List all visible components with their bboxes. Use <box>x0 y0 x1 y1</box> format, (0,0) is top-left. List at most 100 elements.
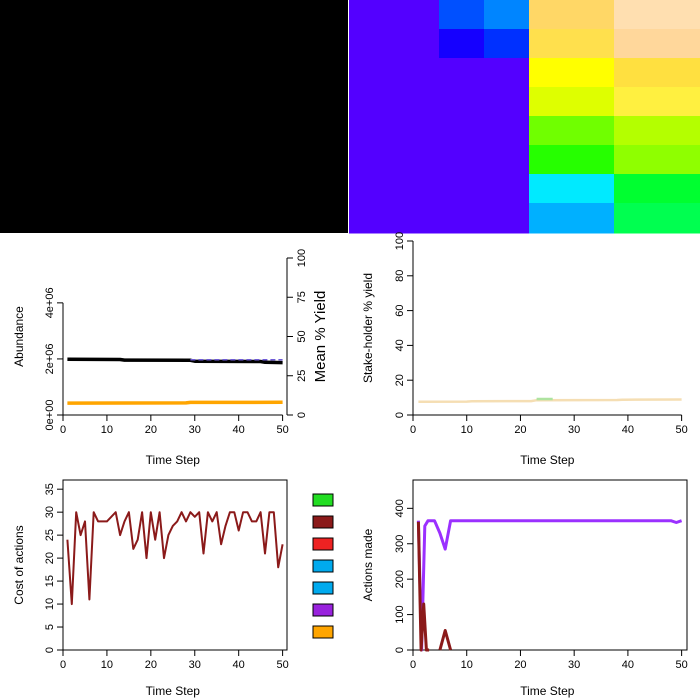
x-tick-label: 50 <box>676 659 688 671</box>
y-tick-label: 30 <box>44 506 56 518</box>
x-tick-label: 0 <box>60 424 66 436</box>
series-line-1 <box>416 521 430 652</box>
x-tick-label: 10 <box>461 424 473 436</box>
series-line-2 <box>67 400 283 405</box>
x-tick-label: 10 <box>101 659 113 671</box>
heatmap-cell <box>614 116 700 146</box>
heatmap-cell <box>394 174 440 204</box>
y-tick-label: 5 <box>44 624 56 630</box>
y-tick-label: 200 <box>394 570 406 588</box>
heatmap-cell <box>439 58 485 88</box>
x-tick-label: 20 <box>514 424 526 436</box>
x-tick-label: 0 <box>60 659 66 671</box>
x-tick-label: 0 <box>410 424 416 436</box>
x-axis-label: Time Step <box>146 684 201 698</box>
x-tick-label: 40 <box>233 424 245 436</box>
legend-swatch-0 <box>312 493 334 507</box>
y-tick-label: 0e+00 <box>44 400 56 431</box>
y-tick-label: 60 <box>394 304 406 316</box>
x-tick-label: 30 <box>568 424 580 436</box>
x-tick-label: 30 <box>189 424 201 436</box>
heatmap-cell <box>484 145 530 175</box>
x-tick-label: 50 <box>276 659 288 671</box>
y-tick-label: 300 <box>394 535 406 553</box>
x-tick-label: 20 <box>145 659 157 671</box>
y-axis-label: Actions made <box>361 528 375 601</box>
heatmap-cell <box>394 145 440 175</box>
heatmap-cell <box>394 29 440 59</box>
heatmap-cell <box>614 203 700 234</box>
y-tick-label: 80 <box>394 270 406 282</box>
x-tick-label: 10 <box>461 659 473 671</box>
heatmap-cell <box>484 174 530 204</box>
heatmap-cell <box>484 0 530 30</box>
heatmap-cell <box>484 87 530 117</box>
heatmap-cell <box>614 58 700 88</box>
heatmap-cell <box>614 0 700 30</box>
x-tick-label: 10 <box>101 424 113 436</box>
heatmap-cell <box>484 203 530 234</box>
x-tick-label: 30 <box>189 659 201 671</box>
legend-swatch-4 <box>312 581 334 595</box>
heatmap-cell <box>529 29 615 59</box>
x-tick-label: 0 <box>410 659 416 671</box>
y2-tick-label: 75 <box>296 291 308 303</box>
y-axis-label: Abundance <box>12 306 26 367</box>
plot-frame <box>412 479 688 651</box>
heatmap-cell <box>439 29 485 59</box>
heatmap-cell <box>484 116 530 146</box>
heatmap-cell <box>394 116 440 146</box>
y-tick-label: 4e+06 <box>44 287 56 318</box>
heatmap-cell <box>349 58 395 88</box>
x-axis-label: Time Step <box>146 453 201 467</box>
legend-swatch-1 <box>312 515 334 529</box>
plot-frame <box>62 479 288 651</box>
y-tick-label: 0 <box>394 647 406 653</box>
y-tick-label: 2e+06 <box>44 343 56 374</box>
heatmap-cell <box>529 58 615 88</box>
legend-swatch-2 <box>312 537 334 551</box>
x-tick-label: 30 <box>568 659 580 671</box>
legend-swatch-3 <box>312 559 334 573</box>
y-tick-label: 40 <box>394 339 406 351</box>
heatmap-cell <box>614 87 700 117</box>
x-tick-label: 50 <box>676 424 688 436</box>
heatmap-cell <box>394 87 440 117</box>
heatmap-cell <box>484 58 530 88</box>
legend-swatch-5 <box>312 603 334 617</box>
y-axis-label: Stake-holder % yield <box>361 273 375 383</box>
y-tick-label: 25 <box>44 529 56 541</box>
heatmap-cell <box>439 203 485 234</box>
heatmap-cell <box>349 116 395 146</box>
y2-axis-label: Mean % Yield <box>312 291 329 383</box>
heatmap-cell <box>529 87 615 117</box>
heatmap-cell <box>349 145 395 175</box>
series-line-0 <box>66 511 284 606</box>
heatmap-cell <box>349 87 395 117</box>
series-line-0 <box>418 398 682 404</box>
heatmap-cell <box>439 145 485 175</box>
heatmap-cell <box>439 174 485 204</box>
y-tick-label: 0 <box>44 647 56 653</box>
y-tick-label: 0 <box>394 412 406 418</box>
heatmap-cell <box>349 29 395 59</box>
heatmap-cell <box>529 203 615 234</box>
heatmap-cell <box>529 174 615 204</box>
heatmap-cell <box>439 0 485 30</box>
x-tick-label: 20 <box>514 659 526 671</box>
y2-tick-label: 0 <box>296 412 308 418</box>
heatmap-cell <box>614 145 700 175</box>
y-tick-label: 400 <box>394 499 406 517</box>
y-tick-label: 10 <box>44 598 56 610</box>
series-line-0 <box>67 357 283 365</box>
heatmap-cell <box>529 145 615 175</box>
y-axis-label: Cost of actions <box>12 525 26 604</box>
y2-tick-label: 25 <box>296 370 308 382</box>
heatmap-cell <box>529 0 615 30</box>
x-tick-label: 40 <box>622 424 634 436</box>
x-tick-label: 50 <box>276 424 288 436</box>
heatmap-cell <box>439 87 485 117</box>
heatmap-cell <box>0 0 348 233</box>
heatmap-cell <box>439 116 485 146</box>
